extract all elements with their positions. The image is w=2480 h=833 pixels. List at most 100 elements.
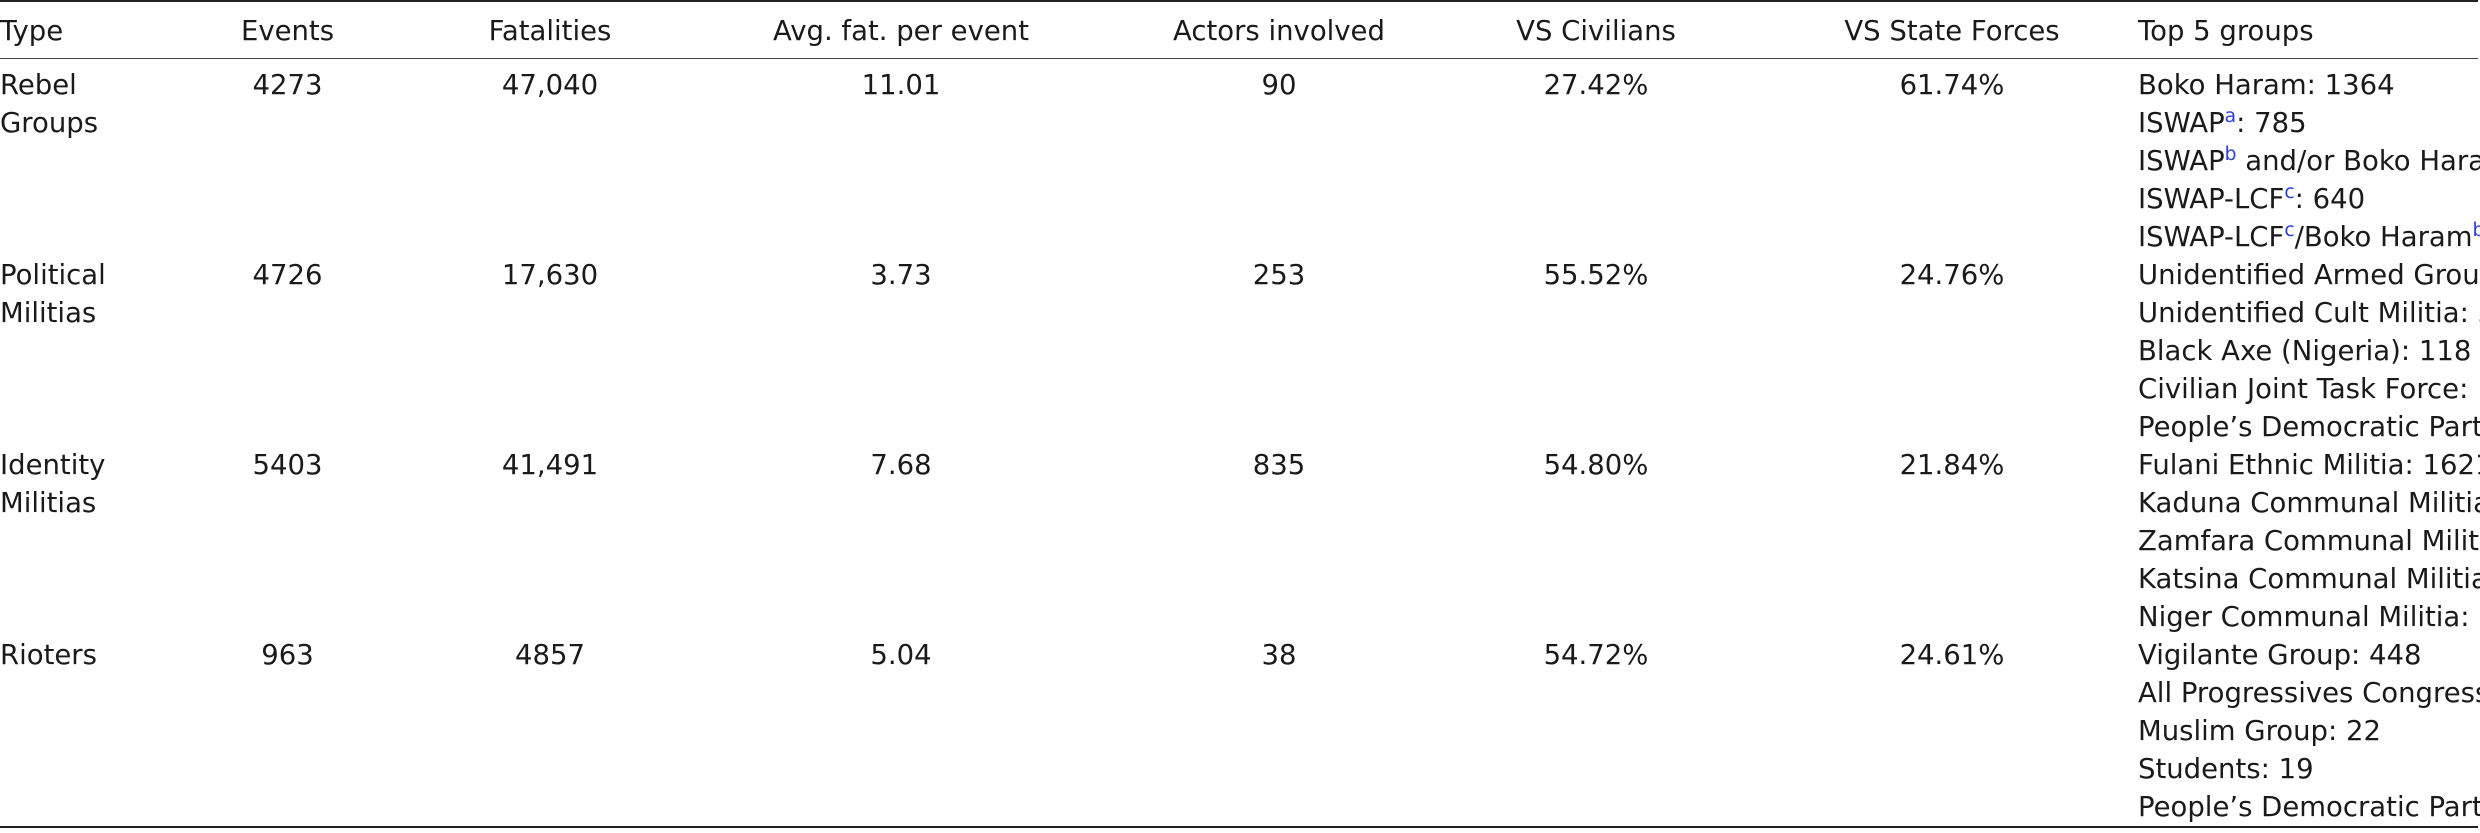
cell-top-groups: Fulani Ethnic Militia: 1621 Kaduna Commun… (2138, 446, 2480, 636)
footnote-marker: a (2224, 105, 2237, 127)
group-text: ISWAP-LCF (2138, 183, 2285, 215)
table-header-row: Type Events Fatalities Avg. fat. per eve… (0, 1, 2478, 59)
table-row: Political Militias 4726 17,630 3.73 253 55.52%… (0, 256, 2480, 446)
header-top-groups: Top 5 groups (2138, 15, 2314, 47)
group-entry: ISWAPa: 785 (2138, 104, 2478, 142)
header-vs-civilians: VS Civilians (1516, 15, 1676, 47)
group-text: Civilian Joint Task Force: 100 (2138, 373, 2480, 405)
group-entry: Muslim Group: 22 (2138, 712, 2478, 750)
group-entry: Black Axe (Nigeria): 118 (2138, 332, 2478, 370)
group-entry: Vigilante Group: 448 (2138, 636, 2478, 674)
group-text: Kaduna Communal Militia: 645 (2138, 487, 2480, 519)
group-text: Unidentified Cult Militia: 363 (2138, 297, 2480, 329)
group-entry: Zamfara Communal Militia: 629 (2138, 522, 2480, 560)
cell-vs-civilians: 54.80% (1543, 449, 1649, 481)
cell-avg-fatalities: 11.01 (861, 69, 941, 101)
header-actors: Actors involved (1173, 15, 1385, 47)
group-text: ISWAP (2138, 107, 2225, 139)
group-entry: All Progressives Congress: 36 (2138, 674, 2480, 712)
group-entry: People’s Democratic Party: 18 (2138, 788, 2480, 826)
type-label-line: Political (0, 259, 106, 291)
footnote-marker: c (2284, 181, 2295, 203)
cell-actors: 90 (1261, 69, 1297, 101)
header-avg-fatalities: Avg. fat. per event (773, 15, 1029, 47)
group-text: People’s Democratic Party: 18 (2138, 791, 2480, 823)
type-label-line: Militias (0, 297, 97, 329)
group-entry: ISWAPb and/or Boko Haramb: 784 (2138, 142, 2480, 180)
cell-vs-state-forces: 61.74% (1899, 69, 2005, 101)
header-fatalities: Fatalities (488, 15, 612, 47)
group-entry: Kaduna Communal Militia: 645 (2138, 484, 2480, 522)
group-text: Vigilante Group: 448 (2138, 639, 2422, 671)
group-entry: People’s Democratic Party: 72 (2138, 408, 2480, 446)
group-text: Zamfara Communal Militia: 629 (2138, 525, 2480, 557)
group-text: All Progressives Congress: 36 (2138, 677, 2480, 709)
cell-fatalities: 4857 (515, 639, 585, 671)
table-body: Rebel Groups 4273 47,040 11.01 90 27.42% 61.74%… (0, 59, 2480, 827)
header-type: Type (0, 15, 64, 47)
table-row: Identity Militias 5403 41,491 7.68 835 54.80% 2… (0, 446, 2480, 636)
group-entry: Niger Communal Militia: 280 (2138, 598, 2480, 636)
type-label-line: Militias (0, 487, 97, 519)
cell-top-groups: Unidentified Armed Group: 3636 Unidentifi… (2138, 256, 2480, 446)
group-text: Muslim Group: 22 (2138, 715, 2382, 747)
group-text: and/or Boko Haram (2245, 145, 2480, 177)
cell-vs-state-forces: 24.61% (1899, 639, 2005, 671)
cell-avg-fatalities: 3.73 (870, 259, 932, 291)
group-entry: Katsina Communal Militia: 431 (2138, 560, 2480, 598)
cell-fatalities: 47,040 (501, 69, 599, 101)
group-entry: ISWAP-LCFc/Boko Haramb: 466 (2138, 218, 2480, 256)
cell-vs-state-forces: 21.84% (1899, 449, 2005, 481)
cell-events: 963 (261, 639, 314, 671)
group-text: Katsina Communal Militia: 431 (2138, 563, 2480, 595)
footnote-marker: b (2472, 219, 2480, 241)
cell-avg-fatalities: 7.68 (870, 449, 932, 481)
cell-type: Identity Militias (0, 446, 145, 636)
group-text: Fulani Ethnic Militia: 1621 (2138, 449, 2480, 481)
footnote-marker: c (2284, 219, 2295, 241)
group-entry: ISWAP-LCFc: 640 (2138, 180, 2478, 218)
cell-actors: 835 (1252, 449, 1306, 481)
group-entry: Students: 19 (2138, 750, 2478, 788)
type-label-line: Rioters (0, 639, 97, 671)
type-label-line: Groups (0, 107, 99, 139)
cell-type: Rioters (0, 636, 145, 827)
group-entry: Boko Haram: 1364 (2138, 66, 2478, 104)
group-text: : 640 (2294, 183, 2366, 215)
cell-events: 4726 (252, 259, 323, 291)
cell-actors: 38 (1261, 639, 1297, 671)
group-entry: Unidentified Cult Militia: 363 (2138, 294, 2480, 332)
cell-type: Political Militias (0, 256, 145, 446)
group-text: Black Axe (Nigeria): 118 (2138, 335, 2472, 367)
group-text: Students: 19 (2138, 753, 2314, 785)
cell-vs-civilians: 55.52% (1543, 259, 1649, 291)
cell-fatalities: 41,491 (501, 449, 599, 481)
cell-vs-civilians: 27.42% (1543, 69, 1649, 101)
type-label-line: Identity (0, 449, 106, 481)
group-text: ISWAP (2138, 145, 2225, 177)
cell-vs-state-forces: 24.76% (1899, 259, 2005, 291)
cell-vs-civilians: 54.72% (1543, 639, 1649, 671)
cell-actors: 253 (1252, 259, 1306, 291)
table-row: Rioters 963 4857 5.04 38 54.72% 24.61% Vigilant… (0, 636, 2480, 827)
cell-events: 4273 (252, 69, 323, 101)
group-entry: Unidentified Armed Group: 3636 (2138, 256, 2480, 294)
header-events: Events (240, 15, 335, 47)
cell-fatalities: 17,630 (501, 259, 599, 291)
cell-top-groups: Boko Haram: 1364 ISWAPa: 785 ISWAPb and/or… (2138, 59, 2480, 257)
group-text: Niger Communal Militia: 280 (2138, 601, 2480, 633)
group-text: Boko Haram: 1364 (2138, 69, 2395, 101)
group-entry: Civilian Joint Task Force: 100 (2138, 370, 2480, 408)
cell-events: 5403 (252, 449, 323, 481)
cell-type: Rebel Groups (0, 59, 145, 257)
group-text: /Boko Haram (2294, 221, 2473, 253)
header-vs-state-forces: VS State Forces (1844, 15, 2060, 47)
group-text: ISWAP-LCF (2138, 221, 2285, 253)
group-text: : 785 (2236, 107, 2307, 139)
table-row: Rebel Groups 4273 47,040 11.01 90 27.42% 61.74%… (0, 59, 2480, 257)
type-label-line: Rebel (0, 69, 77, 101)
cell-top-groups: Vigilante Group: 448 All Progressives Con… (2138, 636, 2480, 827)
footnote-marker: b (2224, 143, 2237, 165)
